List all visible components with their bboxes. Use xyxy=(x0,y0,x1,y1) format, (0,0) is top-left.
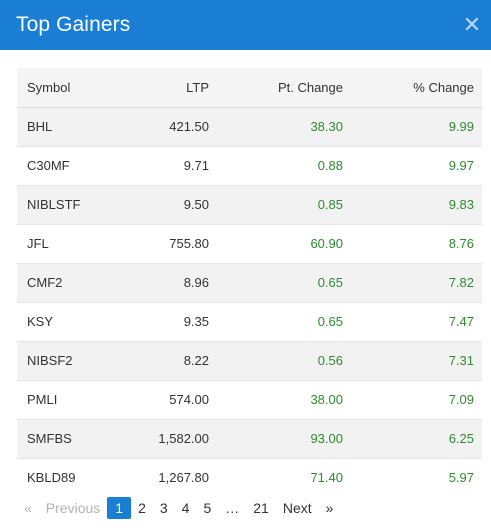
pagination-ellipsis: … xyxy=(225,500,240,516)
table-row[interactable]: SMFBS 1,582.00 93.00 6.25 xyxy=(17,419,482,458)
top-gainers-table: Symbol LTP Pt. Change % Change BHL 421.50… xyxy=(17,68,482,497)
column-header-ltp[interactable]: LTP xyxy=(186,79,209,95)
cell-pt-change: 0.65 xyxy=(317,275,343,290)
cell-pt-change: 38.00 xyxy=(310,392,343,407)
cell-pct-change: 7.09 xyxy=(448,392,474,407)
table-row[interactable]: BHL 421.50 38.30 9.99 xyxy=(17,107,482,146)
page-button-21[interactable]: 21 xyxy=(253,500,269,516)
cell-pt-change: 0.56 xyxy=(317,353,343,368)
page-button-1[interactable]: 1 xyxy=(107,497,132,519)
cell-ltp: 755.80 xyxy=(169,236,209,251)
cell-symbol: NIBLSTF xyxy=(27,197,81,212)
modal-title: Top Gainers xyxy=(16,13,131,36)
cell-pct-change: 7.47 xyxy=(448,314,474,329)
cell-ltp: 9.50 xyxy=(183,197,209,212)
cell-pct-change: 7.82 xyxy=(448,275,474,290)
cell-symbol: C30MF xyxy=(27,158,70,173)
table-header-row: Symbol LTP Pt. Change % Change xyxy=(17,68,482,107)
table-row[interactable]: NIBSF2 8.22 0.56 7.31 xyxy=(17,341,482,380)
cell-ltp: 421.50 xyxy=(169,119,209,134)
previous-page-button[interactable]: Previous xyxy=(45,500,101,516)
cell-symbol: CMF2 xyxy=(27,275,63,290)
cell-pct-change: 9.83 xyxy=(448,197,474,212)
column-header-pct-change[interactable]: % Change xyxy=(413,79,474,95)
next-page-button[interactable]: Next xyxy=(282,500,312,516)
cell-pt-change: 71.40 xyxy=(310,470,343,486)
page-button-2[interactable]: 2 xyxy=(138,500,146,516)
cell-symbol: PMLI xyxy=(27,392,58,407)
cell-pt-change: 0.65 xyxy=(317,314,343,329)
cell-pt-change: 93.00 xyxy=(310,431,343,446)
cell-ltp: 8.96 xyxy=(183,275,209,290)
first-page-button[interactable]: « xyxy=(24,500,32,516)
table-row[interactable]: NIBLSTF 9.50 0.85 9.83 xyxy=(17,185,482,224)
table-row[interactable]: KSY 9.35 0.65 7.47 xyxy=(17,302,482,341)
table-row[interactable]: JFL 755.80 60.90 8.76 xyxy=(17,224,482,263)
page-button-5[interactable]: 5 xyxy=(203,500,212,516)
cell-pt-change: 60.90 xyxy=(310,236,343,251)
cell-ltp: 1,582.00 xyxy=(158,431,209,446)
cell-pt-change: 0.85 xyxy=(317,197,343,212)
column-header-pt-change[interactable]: Pt. Change xyxy=(277,79,343,95)
table-body: BHL 421.50 38.30 9.99 C30MF 9.71 0.88 9.97 NIBLS… xyxy=(17,107,482,497)
top-gainers-table-container: Symbol LTP Pt. Change % Change BHL 421.50… xyxy=(17,68,482,497)
pagination: « Previous 1 2 3 4 5 … 21 Next » xyxy=(17,497,340,519)
cell-pct-change: 9.99 xyxy=(448,119,474,134)
cell-ltp: 9.35 xyxy=(183,314,209,329)
cell-ltp: 8.22 xyxy=(183,353,209,368)
cell-ltp: 574.00 xyxy=(169,392,209,407)
close-icon[interactable]: ✕ xyxy=(462,12,482,37)
table-row[interactable]: CMF2 8.96 0.65 7.82 xyxy=(17,263,482,302)
cell-symbol: BHL xyxy=(27,119,53,134)
last-page-button[interactable]: » xyxy=(325,500,334,516)
table-row[interactable]: KBLD89 1,267.80 71.40 5.97 xyxy=(17,458,482,497)
page-button-4[interactable]: 4 xyxy=(181,500,190,516)
table-row[interactable]: PMLI 574.00 38.00 7.09 xyxy=(17,380,482,419)
table-row[interactable]: C30MF 9.71 0.88 9.97 xyxy=(17,146,482,185)
modal-header: Top Gainers ✕ xyxy=(0,0,491,50)
cell-symbol: KBLD89 xyxy=(27,470,76,486)
cell-symbol: NIBSF2 xyxy=(27,353,73,368)
cell-symbol: SMFBS xyxy=(27,431,72,446)
column-header-symbol[interactable]: Symbol xyxy=(27,79,71,95)
cell-pct-change: 5.97 xyxy=(448,470,474,486)
table-header: Symbol LTP Pt. Change % Change xyxy=(17,68,482,107)
cell-symbol: JFL xyxy=(27,236,49,251)
cell-pt-change: 0.88 xyxy=(317,158,343,173)
cell-ltp: 1,267.80 xyxy=(158,470,209,486)
cell-symbol: KSY xyxy=(27,314,54,329)
cell-ltp: 9.71 xyxy=(183,158,209,173)
cell-pct-change: 7.31 xyxy=(448,353,474,368)
cell-pt-change: 38.30 xyxy=(310,119,343,134)
page-button-3[interactable]: 3 xyxy=(159,500,168,516)
cell-pct-change: 8.76 xyxy=(448,236,474,251)
cell-pct-change: 9.97 xyxy=(448,158,474,173)
cell-pct-change: 6.25 xyxy=(448,431,474,446)
